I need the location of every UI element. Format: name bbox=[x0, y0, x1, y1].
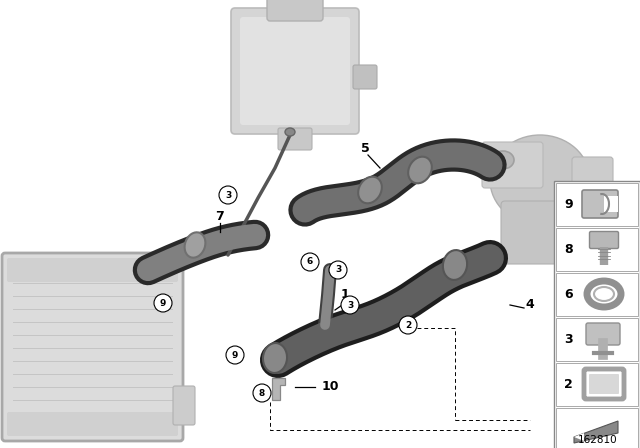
Circle shape bbox=[329, 261, 347, 279]
Polygon shape bbox=[574, 433, 584, 441]
Bar bbox=[604, 196, 618, 212]
Circle shape bbox=[219, 186, 237, 204]
Text: 9: 9 bbox=[564, 198, 573, 211]
Text: 9: 9 bbox=[232, 350, 238, 359]
Ellipse shape bbox=[408, 157, 432, 183]
Circle shape bbox=[301, 253, 319, 271]
Circle shape bbox=[399, 316, 417, 334]
Bar bbox=[556, 183, 638, 226]
Polygon shape bbox=[574, 421, 618, 443]
FancyBboxPatch shape bbox=[554, 181, 640, 448]
Bar bbox=[556, 408, 638, 448]
Text: 3: 3 bbox=[225, 190, 231, 199]
Text: 3: 3 bbox=[335, 266, 341, 275]
Text: 10: 10 bbox=[321, 380, 339, 393]
Polygon shape bbox=[272, 378, 285, 400]
Circle shape bbox=[341, 296, 359, 314]
Circle shape bbox=[154, 294, 172, 312]
FancyBboxPatch shape bbox=[7, 258, 178, 282]
Text: 3: 3 bbox=[347, 301, 353, 310]
FancyBboxPatch shape bbox=[501, 201, 579, 264]
FancyBboxPatch shape bbox=[173, 386, 195, 425]
Ellipse shape bbox=[358, 177, 382, 203]
Ellipse shape bbox=[285, 128, 295, 136]
FancyBboxPatch shape bbox=[586, 323, 620, 345]
Text: 162810: 162810 bbox=[578, 435, 618, 445]
FancyBboxPatch shape bbox=[231, 8, 359, 134]
FancyBboxPatch shape bbox=[7, 412, 178, 436]
Text: 5: 5 bbox=[360, 142, 369, 155]
Text: 6: 6 bbox=[307, 258, 313, 267]
Circle shape bbox=[253, 384, 271, 402]
FancyBboxPatch shape bbox=[482, 142, 543, 188]
FancyBboxPatch shape bbox=[589, 374, 619, 394]
FancyBboxPatch shape bbox=[582, 190, 618, 218]
Bar bbox=[556, 273, 638, 316]
Ellipse shape bbox=[594, 287, 614, 301]
Ellipse shape bbox=[443, 250, 467, 280]
Circle shape bbox=[226, 346, 244, 364]
Text: 8: 8 bbox=[259, 388, 265, 397]
FancyBboxPatch shape bbox=[267, 0, 323, 21]
Ellipse shape bbox=[184, 233, 205, 258]
Ellipse shape bbox=[263, 343, 287, 373]
Text: 2: 2 bbox=[405, 320, 411, 329]
FancyBboxPatch shape bbox=[353, 65, 377, 89]
Bar bbox=[556, 318, 638, 361]
Bar bbox=[556, 363, 638, 406]
Text: 1: 1 bbox=[340, 289, 349, 302]
Text: 8: 8 bbox=[564, 243, 573, 256]
FancyBboxPatch shape bbox=[240, 17, 350, 125]
FancyBboxPatch shape bbox=[572, 157, 613, 193]
Bar bbox=[556, 228, 638, 271]
FancyBboxPatch shape bbox=[589, 232, 618, 249]
Text: 7: 7 bbox=[216, 210, 225, 223]
Text: 6: 6 bbox=[564, 288, 573, 301]
Ellipse shape bbox=[490, 135, 590, 225]
Text: 2: 2 bbox=[564, 378, 573, 391]
FancyBboxPatch shape bbox=[2, 253, 183, 441]
Text: 9: 9 bbox=[160, 298, 166, 307]
FancyBboxPatch shape bbox=[278, 128, 312, 150]
Text: 3: 3 bbox=[564, 333, 573, 346]
Ellipse shape bbox=[492, 151, 514, 169]
Text: 4: 4 bbox=[525, 298, 534, 311]
